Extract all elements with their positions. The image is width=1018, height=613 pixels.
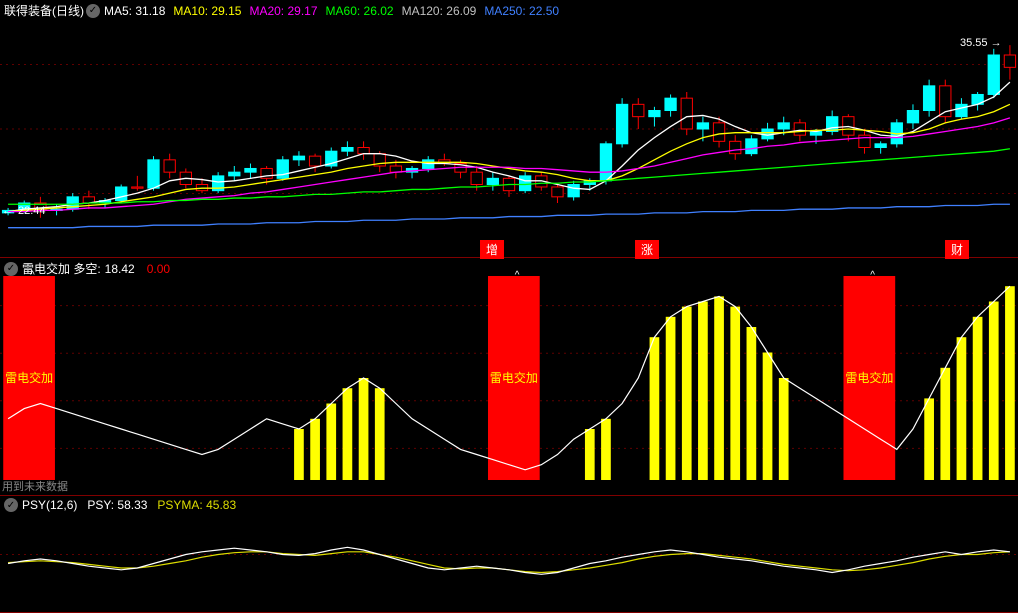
svg-text:^: ^ bbox=[515, 270, 520, 281]
mid-title: 雷电交加 多空: bbox=[22, 260, 101, 277]
mid-panel: ✓ 雷电交加 多空: 18.42 0.00 雷电交加雷电交加雷电交加^^^ 用到… bbox=[0, 258, 1018, 496]
psy-title: PSY(12,6) bbox=[22, 498, 77, 512]
svg-text:35.55 →: 35.55 → bbox=[960, 37, 1002, 49]
ma10-label: MA10: 29.15 bbox=[173, 4, 241, 18]
mid-v2: 0.00 bbox=[147, 262, 170, 276]
ma20-label: MA20: 29.17 bbox=[249, 4, 317, 18]
indicator-chart[interactable]: 雷电交加雷电交加雷电交加^^^ bbox=[0, 258, 1018, 496]
main-panel: 联得装备(日线) ✓ MA5: 31.18 MA10: 29.15 MA20: … bbox=[0, 0, 1018, 258]
mid-v1: 18.42 bbox=[105, 262, 135, 276]
info-icon[interactable]: ✓ bbox=[4, 498, 18, 512]
ma120-label: MA120: 26.09 bbox=[402, 4, 477, 18]
svg-text:←: ← bbox=[2, 205, 13, 217]
svg-text:雷电交加: 雷电交加 bbox=[845, 370, 893, 385]
ma250-label: MA250: 22.50 bbox=[484, 4, 559, 18]
psy-val: PSY: 58.33 bbox=[87, 498, 147, 512]
psy-chart[interactable] bbox=[0, 496, 1018, 613]
info-icon[interactable]: ✓ bbox=[4, 262, 18, 276]
stock-title: 联得装备(日线) bbox=[4, 2, 84, 19]
main-header: 联得装备(日线) ✓ MA5: 31.18 MA10: 29.15 MA20: … bbox=[4, 2, 559, 19]
bot-panel: ✓ PSY(12,6) PSY: 58.33 PSYMA: 45.83 bbox=[0, 496, 1018, 613]
mid-header: ✓ 雷电交加 多空: 18.42 0.00 bbox=[4, 260, 170, 277]
footer-note: 用到未来数据 bbox=[2, 478, 68, 494]
tag-涨: 涨 bbox=[635, 240, 659, 259]
info-icon[interactable]: ✓ bbox=[86, 4, 100, 18]
ma5-label: MA5: 31.18 bbox=[104, 4, 165, 18]
psy-header: ✓ PSY(12,6) PSY: 58.33 PSYMA: 45.83 bbox=[4, 498, 236, 512]
ma60-label: MA60: 26.02 bbox=[326, 4, 394, 18]
tag-财: 财 bbox=[945, 240, 969, 259]
svg-text:^: ^ bbox=[870, 270, 875, 281]
psyma-val: PSYMA: 45.83 bbox=[157, 498, 236, 512]
svg-text:雷电交加: 雷电交加 bbox=[490, 370, 538, 385]
svg-text:22.44: 22.44 bbox=[18, 205, 46, 217]
svg-text:雷电交加: 雷电交加 bbox=[5, 370, 53, 385]
tag-增: 增 bbox=[480, 240, 504, 259]
candle-chart[interactable]: 22.44 35.55 → ← bbox=[0, 0, 1018, 258]
